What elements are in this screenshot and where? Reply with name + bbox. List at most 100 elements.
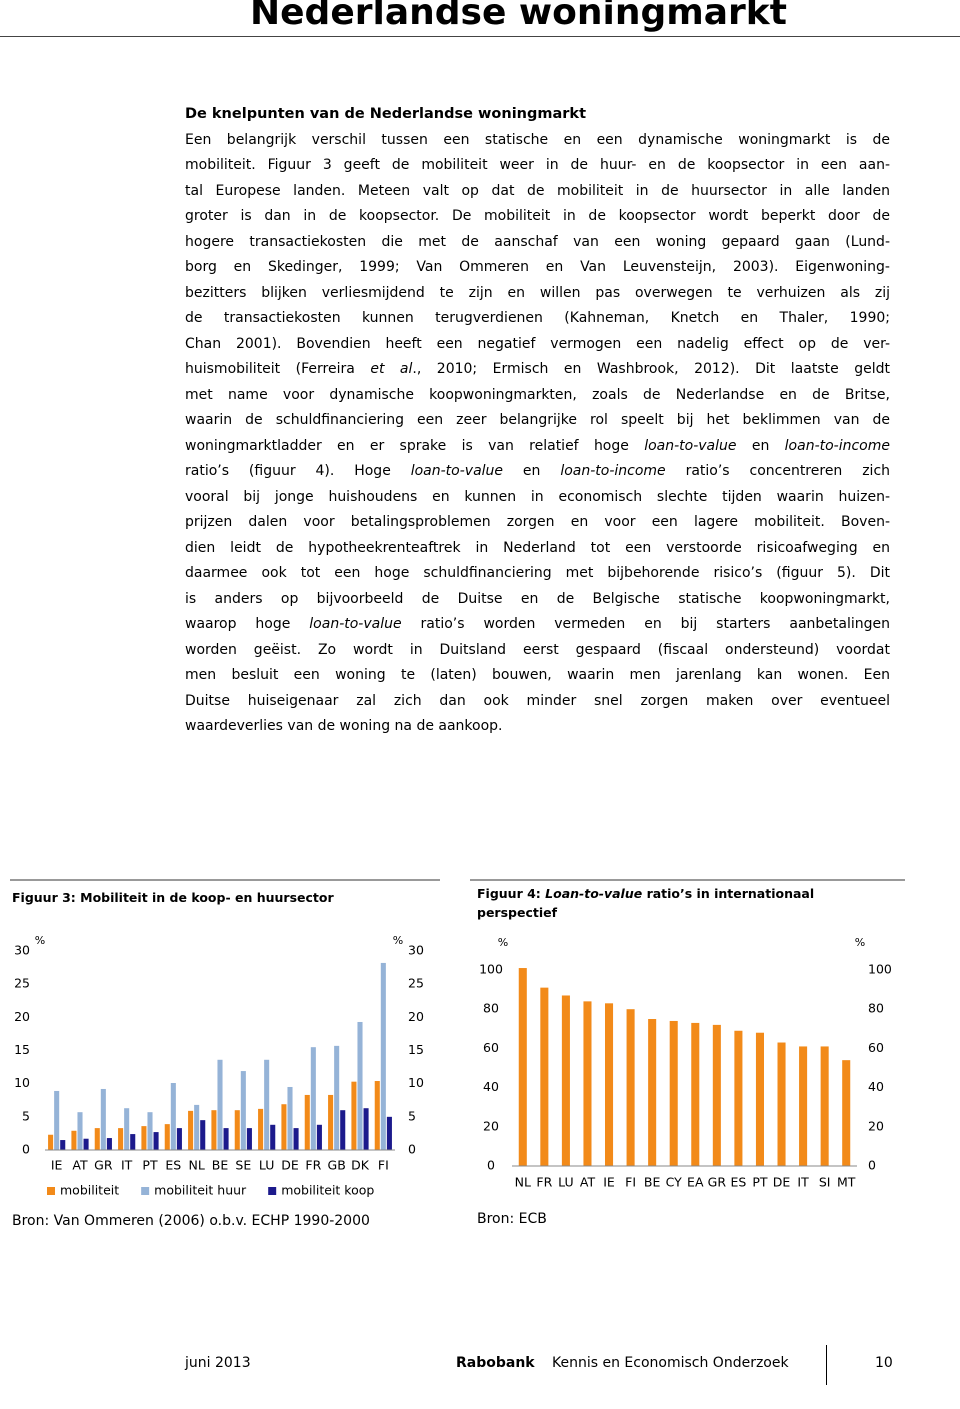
text-line: mobiliteit. Figuur 3 geeft de mobiliteit… bbox=[185, 153, 890, 179]
text-run: loan-to-income bbox=[784, 437, 890, 454]
text-run: ., 2010; Ermisch en Washbrook, 2012). Di… bbox=[412, 361, 890, 377]
x-tick-label: DE bbox=[281, 1158, 299, 1173]
bar bbox=[310, 1047, 316, 1150]
bar bbox=[328, 1094, 334, 1150]
text-run: Figuur 3: Mobiliteit in de koop- en huur… bbox=[12, 890, 334, 905]
bar bbox=[194, 1104, 200, 1150]
x-tick-label: LU bbox=[259, 1158, 275, 1173]
text-run: ratio’s concentreren zich bbox=[665, 463, 891, 479]
text-run: huismobiliteit (Ferreira bbox=[185, 361, 371, 377]
bar bbox=[164, 1124, 170, 1150]
page-title: Nederlandse woningmarkt bbox=[250, 0, 787, 33]
legend-label: mobiliteit huur bbox=[154, 1183, 247, 1198]
text-line: vooral bij jonge huishoudens en kunnen i… bbox=[185, 485, 890, 511]
text-run: Loan-to-value bbox=[545, 886, 643, 901]
bar bbox=[100, 1088, 106, 1150]
bar bbox=[48, 1134, 54, 1150]
x-tick-label: ES bbox=[730, 1175, 746, 1190]
footer-divider bbox=[826, 1345, 827, 1385]
bar bbox=[374, 1081, 380, 1150]
x-tick-label: NL bbox=[189, 1158, 205, 1173]
footer-department: Kennis en Economisch Onderzoek bbox=[552, 1355, 789, 1371]
bar bbox=[799, 1046, 808, 1166]
x-tick-label: GB bbox=[328, 1158, 346, 1173]
x-tick-label: FR bbox=[536, 1175, 552, 1190]
text-line: is anders op bijvoorbeeld de Duitse en d… bbox=[185, 587, 890, 613]
bar bbox=[54, 1090, 60, 1150]
text-run: woningmarktladder en er sprake is van re… bbox=[185, 437, 645, 454]
bar bbox=[626, 1009, 635, 1166]
y-tick-label: 5 bbox=[22, 1108, 30, 1123]
y-unit: % bbox=[498, 936, 508, 949]
text-line: waarin de schuldfinanciering een zeer be… bbox=[185, 408, 890, 434]
bar bbox=[363, 1108, 369, 1150]
bar bbox=[820, 1046, 829, 1166]
bar bbox=[234, 1110, 240, 1150]
text-run: de transactiekosten kunnen terugverdiene… bbox=[185, 310, 890, 326]
x-tick-label: EA bbox=[687, 1175, 704, 1190]
y2-tick-label: 0 bbox=[408, 1142, 416, 1157]
x-tick-label: AT bbox=[72, 1158, 88, 1173]
bar bbox=[153, 1132, 159, 1150]
y2-tick-label: 60 bbox=[868, 1040, 884, 1055]
bar bbox=[281, 1104, 287, 1150]
x-tick-label: BE bbox=[644, 1175, 661, 1190]
y-unit: % bbox=[393, 934, 403, 947]
text-run: waarin de schuldfinanciering een zeer be… bbox=[185, 412, 890, 428]
bar bbox=[240, 1071, 246, 1150]
y-tick-label: 60 bbox=[483, 1040, 499, 1055]
text-line: hogere transactiekosten die met de aansc… bbox=[185, 230, 890, 256]
y2-tick-label: 20 bbox=[408, 1009, 424, 1024]
text-line: de transactiekosten kunnen terugverdiene… bbox=[185, 306, 890, 332]
y2-tick-label: 25 bbox=[408, 976, 424, 991]
text-run: waardeverlies van de woning na de aankoo… bbox=[185, 718, 503, 734]
bar bbox=[304, 1094, 310, 1150]
x-tick-label: GR bbox=[94, 1158, 113, 1173]
figure-title: Figuur 4: Loan-to-value ratio’s in inter… bbox=[477, 884, 887, 922]
x-tick-label: PT bbox=[752, 1175, 768, 1190]
bar bbox=[777, 1042, 786, 1166]
text-run: prijzen dalen voor betalingsproblemen zo… bbox=[185, 514, 890, 530]
bar bbox=[380, 962, 386, 1150]
bar bbox=[316, 1124, 322, 1150]
x-tick-label: DE bbox=[773, 1175, 791, 1190]
x-tick-label: BE bbox=[212, 1158, 229, 1173]
text-run: borg en Skedinger, 1999; Van Ommeren en … bbox=[185, 259, 890, 275]
bar bbox=[264, 1059, 270, 1150]
y-tick-label: 0 bbox=[22, 1142, 30, 1157]
x-tick-label: FI bbox=[625, 1175, 636, 1190]
title-rule bbox=[0, 36, 960, 37]
y-tick-label: 30 bbox=[14, 943, 30, 958]
text-line: men besluit een woning te (laten) bouwen… bbox=[185, 663, 890, 689]
bar bbox=[561, 995, 570, 1166]
text-run: dien leidt de hypotheekrenteaftrek in Ne… bbox=[185, 539, 890, 556]
text-run: ratio’s in internationaal perspectief bbox=[477, 886, 815, 920]
x-tick-label: CY bbox=[666, 1175, 683, 1190]
bar bbox=[106, 1138, 112, 1150]
text-run: hogere transactiekosten die met de aansc… bbox=[185, 233, 890, 250]
x-tick-label: MT bbox=[837, 1175, 856, 1190]
bar bbox=[691, 1022, 700, 1166]
y2-tick-label: 100 bbox=[868, 962, 892, 977]
text-run: groter is dan in de koopsector. De mobil… bbox=[185, 208, 890, 224]
x-tick-label: DK bbox=[351, 1158, 370, 1173]
bar bbox=[734, 1030, 743, 1166]
text-run: en bbox=[736, 437, 785, 454]
footer-page: 10 bbox=[875, 1355, 893, 1371]
text-line: bezitters blijken verliesmijdend te zijn… bbox=[185, 281, 890, 307]
text-line: tal Europese landen. Meteen valt op dat … bbox=[185, 179, 890, 205]
bar bbox=[340, 1110, 346, 1150]
x-tick-label: IT bbox=[121, 1158, 133, 1173]
text-run: Duitse huiseigenaar zal zich dan ook min… bbox=[185, 692, 890, 709]
text-run: mobiliteit. Figuur 3 geeft de mobiliteit… bbox=[185, 157, 890, 173]
figure-source: Bron: Van Ommeren (2006) o.b.v. ECHP 199… bbox=[12, 1213, 370, 1229]
text-line: huismobiliteit (Ferreira et al., 2010; E… bbox=[185, 357, 890, 383]
y-tick-label: 20 bbox=[483, 1118, 499, 1133]
x-tick-label: IE bbox=[51, 1158, 63, 1173]
y-tick-label: 25 bbox=[14, 976, 30, 991]
y-tick-label: 80 bbox=[483, 1001, 499, 1016]
text-line: Een belangrijk verschil tussen een stati… bbox=[185, 128, 890, 154]
y-tick-label: 100 bbox=[479, 962, 503, 977]
legend-label: mobiliteit bbox=[60, 1183, 119, 1198]
text-run: loan-to-value bbox=[410, 463, 504, 479]
